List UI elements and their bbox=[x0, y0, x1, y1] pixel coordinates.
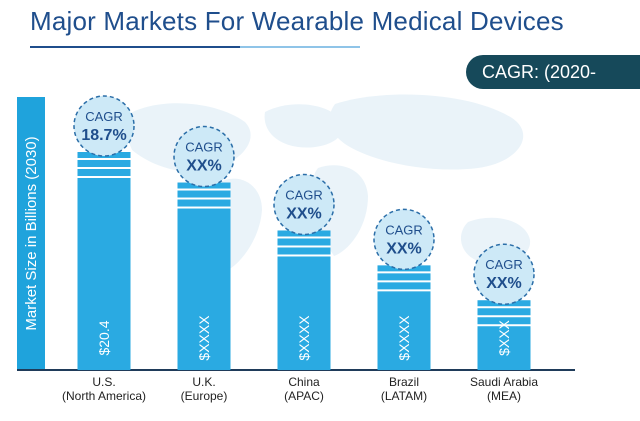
cagr-bubble bbox=[173, 125, 235, 188]
cagr-bubble bbox=[373, 208, 435, 271]
x-tick-label-region: (North America) bbox=[62, 389, 146, 403]
cagr-bubble-value: 18.7% bbox=[81, 127, 126, 144]
bar-stripe bbox=[177, 197, 231, 200]
bar-stripe bbox=[277, 254, 331, 257]
cagr-period-badge: CAGR: (2020-2030) bbox=[466, 55, 640, 116]
cagr-bubble-value: XX% bbox=[486, 275, 522, 292]
bar bbox=[477, 300, 531, 370]
bar-value-label: $XXXX bbox=[296, 315, 312, 361]
map-continent-1 bbox=[264, 104, 343, 148]
cagr-bubble-value: XX% bbox=[186, 158, 222, 175]
chart-title: Major Markets For Wearable Medical Devic… bbox=[30, 6, 564, 36]
bar-value-label: $XXXX bbox=[196, 315, 212, 361]
cagr-bubble-label: CAGR bbox=[385, 222, 423, 237]
bar-value-label: $XXXX bbox=[396, 315, 412, 361]
x-tick-label-name: U.K. bbox=[192, 375, 215, 389]
bar-stripe bbox=[477, 315, 531, 318]
x-tick-label-name: U.S. bbox=[92, 375, 115, 389]
x-tick-label-name: Saudi Arabia bbox=[470, 375, 538, 389]
cagr-bubble bbox=[73, 95, 135, 157]
cagr-bubble-label: CAGR bbox=[185, 140, 223, 155]
bar-stripe bbox=[377, 289, 431, 292]
bar-stripe bbox=[77, 158, 131, 160]
bar-stripe bbox=[77, 167, 131, 169]
bar bbox=[277, 230, 331, 370]
bar bbox=[177, 182, 231, 370]
bar-stripe bbox=[377, 271, 431, 274]
map-continent-2 bbox=[329, 94, 524, 170]
title-underline bbox=[30, 46, 240, 48]
x-tick-label-name: China bbox=[288, 375, 320, 389]
bar-stripe bbox=[477, 324, 531, 327]
x-tick-label-name: Brazil bbox=[389, 375, 419, 389]
x-tick-label-region: (APAC) bbox=[284, 389, 324, 403]
bar-stripe bbox=[277, 245, 331, 248]
x-tick-label-region: (MEA) bbox=[487, 389, 521, 403]
bar-value-label: $XXX bbox=[496, 319, 512, 355]
bar bbox=[77, 152, 131, 370]
cagr-bubble-value: XX% bbox=[286, 205, 322, 222]
bar-stripe bbox=[277, 236, 331, 239]
y-axis-label: Market Size in Billions (2030) bbox=[23, 136, 40, 330]
cagr-bubble-label: CAGR bbox=[85, 109, 123, 124]
y-axis-band bbox=[17, 97, 45, 370]
title-underline-accent bbox=[240, 46, 360, 48]
bar-value-label: $20.4 bbox=[96, 320, 112, 355]
cagr-bubble bbox=[473, 243, 535, 305]
cagr-bubble-label: CAGR bbox=[285, 187, 323, 202]
cagr-bubble-label: CAGR bbox=[485, 257, 523, 272]
x-tick-label-region: (Europe) bbox=[181, 389, 228, 403]
cagr-bubble-value: XX% bbox=[386, 240, 422, 257]
cagr-bubble bbox=[273, 173, 335, 236]
bar-stripe bbox=[377, 280, 431, 283]
bar bbox=[377, 265, 431, 370]
bar-stripe bbox=[177, 206, 231, 209]
bar-stripe bbox=[77, 176, 131, 178]
x-tick-label-region: (LATAM) bbox=[381, 389, 427, 403]
bar-stripe bbox=[477, 306, 531, 309]
bar-stripe bbox=[177, 188, 231, 191]
